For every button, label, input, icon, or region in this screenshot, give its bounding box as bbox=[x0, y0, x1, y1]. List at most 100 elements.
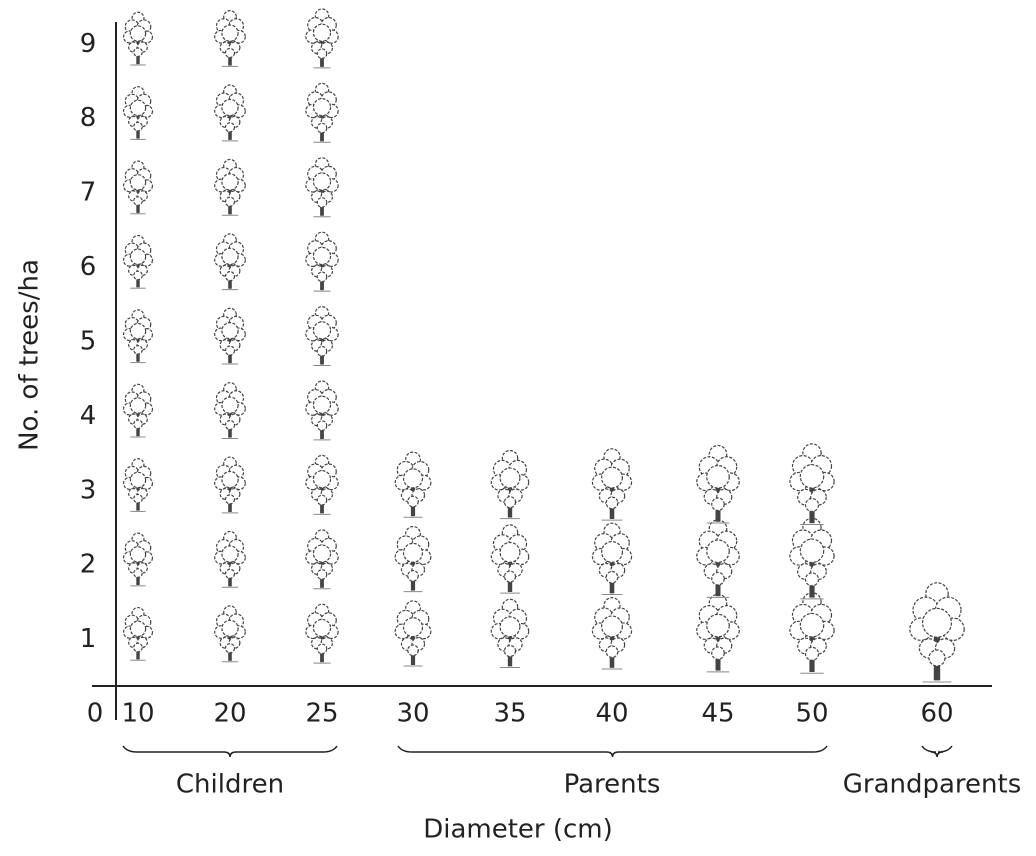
tree-leaves bbox=[221, 545, 239, 563]
tree-leaves bbox=[224, 568, 236, 579]
y-tick-label: 5 bbox=[80, 326, 97, 356]
tree-leaves bbox=[921, 607, 952, 638]
tree-leaves bbox=[221, 98, 239, 117]
x-tick-label: 45 bbox=[701, 699, 734, 729]
tree-leaves bbox=[402, 617, 424, 638]
y-tick-label: 4 bbox=[80, 401, 97, 431]
tree-leaves bbox=[316, 271, 328, 283]
tree-column bbox=[789, 443, 835, 674]
tree-leaves bbox=[316, 643, 328, 655]
tree-leaves bbox=[503, 496, 517, 509]
tree-leaves bbox=[133, 642, 143, 653]
tree-leaves bbox=[129, 546, 147, 563]
tree-leaves bbox=[221, 173, 239, 191]
tree-leaves bbox=[224, 271, 236, 282]
y-tick-label: 8 bbox=[80, 103, 97, 133]
group-label: Grandparents bbox=[843, 770, 1022, 800]
tree-leaves bbox=[312, 395, 332, 414]
tree-leaves bbox=[224, 643, 236, 654]
tree-leaves bbox=[503, 644, 517, 658]
tree-leaves bbox=[221, 322, 239, 340]
x-tick-label: 50 bbox=[795, 699, 828, 729]
tree-leaves bbox=[129, 322, 147, 340]
tree-leaves bbox=[601, 541, 623, 563]
tree-leaves bbox=[605, 570, 619, 584]
tree-column bbox=[696, 444, 740, 673]
tree-leaves bbox=[312, 321, 332, 340]
tree-leaves bbox=[407, 644, 419, 657]
y-tick-label: 6 bbox=[80, 252, 97, 282]
x-tick-label: 30 bbox=[396, 699, 429, 729]
tree-leaves bbox=[224, 345, 236, 356]
tree-leaves bbox=[221, 619, 239, 638]
tree-leaves bbox=[221, 396, 239, 414]
tree-leaves bbox=[312, 618, 332, 638]
tree-leaves bbox=[133, 196, 143, 206]
tree-leaves bbox=[129, 25, 147, 42]
tree-leaves bbox=[316, 345, 328, 357]
tree-leaves bbox=[503, 570, 517, 583]
y-tick-label: 2 bbox=[80, 550, 97, 580]
tree-leaves bbox=[129, 99, 147, 117]
tree-leaves bbox=[133, 493, 143, 504]
tree-leaves bbox=[706, 613, 730, 638]
y-tick-label: 9 bbox=[80, 29, 97, 59]
tree-column bbox=[909, 582, 965, 683]
x-tick-label: 25 bbox=[305, 699, 338, 729]
tree-leaves bbox=[224, 196, 236, 207]
tree-leaves bbox=[221, 24, 239, 42]
tree-leaves bbox=[133, 47, 143, 58]
tree-column bbox=[591, 448, 633, 670]
group-brace bbox=[921, 745, 953, 758]
tree-leaves bbox=[316, 569, 328, 580]
tree-leaves bbox=[804, 572, 820, 587]
tree-leaves bbox=[407, 570, 419, 582]
tree-leaves bbox=[133, 121, 143, 132]
group-brace bbox=[397, 745, 828, 758]
tree-column bbox=[394, 451, 432, 667]
tree-leaves bbox=[928, 649, 946, 667]
tree-leaves bbox=[312, 97, 332, 117]
tree-leaves bbox=[407, 495, 419, 508]
x-tick-label: 20 bbox=[213, 699, 246, 729]
tree-leaves bbox=[224, 47, 236, 59]
tree-leaves bbox=[499, 616, 521, 638]
group-label: Children bbox=[176, 770, 284, 800]
tree-leaves bbox=[224, 494, 236, 505]
tree-leaves bbox=[316, 494, 328, 506]
tree-leaves bbox=[129, 471, 147, 489]
y-tick-label: 1 bbox=[80, 624, 97, 654]
tree-leaves bbox=[312, 172, 332, 191]
tree-leaves bbox=[605, 496, 619, 510]
x-axis-label: Diameter (cm) bbox=[423, 815, 613, 845]
tree-leaves bbox=[799, 612, 825, 638]
x-tick-label: 35 bbox=[493, 699, 526, 729]
tree-leaves bbox=[799, 538, 825, 564]
tree-leaves bbox=[129, 174, 147, 191]
tree-leaves bbox=[601, 466, 623, 489]
tree-leaves bbox=[312, 23, 332, 42]
tree-leaves bbox=[601, 615, 623, 638]
tree-leaves bbox=[312, 544, 332, 563]
tree-leaves bbox=[316, 122, 328, 134]
tree-leaves bbox=[224, 419, 236, 431]
y-tick-label: 0 bbox=[87, 699, 104, 729]
tree-leaves bbox=[129, 620, 147, 638]
tree-leaves bbox=[316, 420, 328, 432]
tree-leaves bbox=[129, 248, 147, 265]
tree-leaves bbox=[706, 464, 730, 489]
tree-leaves bbox=[312, 246, 332, 266]
tree-leaves bbox=[799, 464, 825, 489]
tree-leaves bbox=[316, 197, 328, 208]
x-tick-label: 60 bbox=[920, 699, 953, 729]
y-tick-label: 3 bbox=[80, 475, 97, 505]
tree-leaves bbox=[402, 468, 424, 489]
tree-column bbox=[305, 8, 339, 664]
tree-leaves bbox=[711, 646, 725, 660]
tree-leaves bbox=[221, 247, 239, 266]
y-tick-label: 7 bbox=[80, 178, 97, 208]
tree-leaves bbox=[316, 48, 328, 59]
tree-leaves bbox=[224, 122, 236, 133]
tree-leaves bbox=[221, 470, 239, 489]
